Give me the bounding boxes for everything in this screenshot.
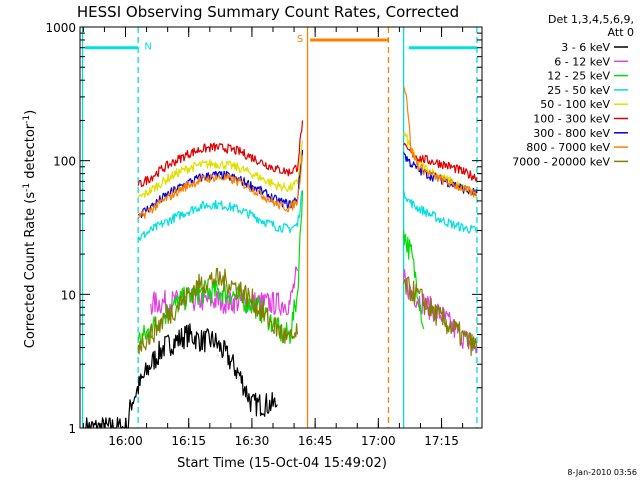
series-line [137, 141, 304, 199]
series-line [403, 190, 478, 234]
y-axis-label-exponent: -1 [22, 115, 32, 124]
series-line [137, 150, 304, 219]
legend-entry-label: 6 - 12 keV [554, 55, 610, 68]
y-tick-label: 10 [61, 288, 76, 302]
legend-header-line: Det 1,3,4,5,6,9, [548, 13, 634, 26]
series-line [137, 189, 303, 241]
x-axis-label: Start Time (15-Oct-04 15:49:02) [177, 456, 387, 471]
plot-area: NS [81, 27, 478, 429]
legend-entry-label: 7000 - 20000 keV [512, 155, 610, 168]
legend-entry-label: 12 - 25 keV [547, 70, 610, 83]
axes-frame [79, 26, 483, 429]
legend-entry-label: 3 - 6 keV [561, 41, 610, 54]
y-tick-label: 100 [53, 155, 76, 169]
series-line [137, 120, 304, 188]
series-line [403, 142, 478, 182]
footer-timestamp: 8-Jan-2010 03:56 [567, 468, 637, 477]
series-line [137, 155, 304, 219]
y-axis-label: Corrected Count Rate (s-1 detector-1) [22, 110, 38, 348]
state-bar-label: N [144, 42, 151, 53]
series-line [403, 276, 478, 357]
legend-entry-label: 100 - 300 keV [533, 113, 610, 126]
y-axis-label-part: detector [23, 123, 38, 183]
y-axis-label-part: ) [23, 110, 38, 115]
y-tick-label: 1 [68, 422, 76, 436]
x-tick-label: 17:15 [424, 434, 459, 448]
legend-entry-label: 800 - 7000 keV [526, 141, 610, 154]
series-line [403, 230, 425, 330]
chart-title: HESSI Observing Summary Count Rates, Cor… [77, 3, 459, 21]
x-tick-label: 16:30 [235, 434, 270, 448]
x-tick-label: 16:00 [108, 434, 143, 448]
y-tick-label: 1000 [45, 21, 76, 35]
legend-header-line: Att 0 [608, 26, 634, 39]
legend-entry-label: 300 - 800 keV [533, 127, 610, 140]
y-axis-label-exponent: -1 [22, 183, 32, 192]
series-line [85, 323, 278, 429]
x-tick-label: 16:15 [171, 434, 206, 448]
y-axis-label-part: Corrected Count Rate (s [23, 192, 38, 349]
legend-entry-label: 50 - 100 keV [540, 98, 610, 111]
series-line [403, 86, 478, 198]
axes: 16:00 16:15 16:30 16:45 17:00 17:15 1 10 100 1000 [45, 21, 483, 448]
series-line [137, 267, 298, 355]
state-bar-label: S [297, 34, 303, 45]
x-tick-label: 17:00 [361, 434, 396, 448]
legend-entry-label: 25 - 50 keV [547, 84, 610, 97]
x-tick-label: 16:45 [298, 434, 333, 448]
